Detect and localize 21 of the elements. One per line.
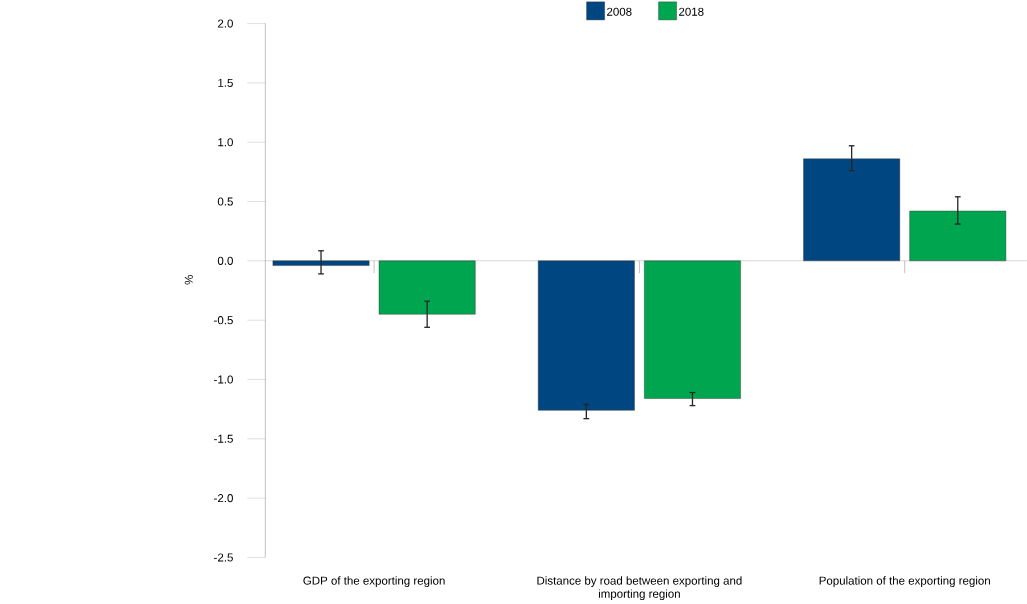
y-axis-title: %	[184, 275, 193, 285]
bar	[909, 210, 1007, 262]
y-tick-label: -2.5	[214, 553, 233, 562]
y-tick-label: 2.0	[217, 19, 233, 28]
y-tick-label: -1.5	[214, 434, 233, 443]
legend-label: 2008	[607, 7, 632, 16]
bar	[537, 260, 635, 411]
y-tick-label: 0.5	[217, 197, 233, 206]
legend-label: 2018	[679, 7, 704, 16]
x-tick-label: Distance by road between exporting and importing region	[537, 576, 742, 601]
y-tick-label: -1.0	[214, 375, 233, 384]
y-tick-label: 1.5	[218, 78, 233, 87]
bar	[803, 158, 901, 262]
y-tick-label: 0.0	[217, 256, 233, 265]
y-tick-label: 1.0	[218, 138, 233, 147]
bar	[644, 260, 741, 399]
y-tick-label: -0.5	[214, 316, 233, 325]
x-tick-label: Population of the exporting region	[819, 576, 990, 587]
bar	[378, 260, 476, 315]
y-tick-label: -2.0	[214, 494, 233, 503]
x-tick-label: GDP of the exporting region	[303, 576, 445, 587]
